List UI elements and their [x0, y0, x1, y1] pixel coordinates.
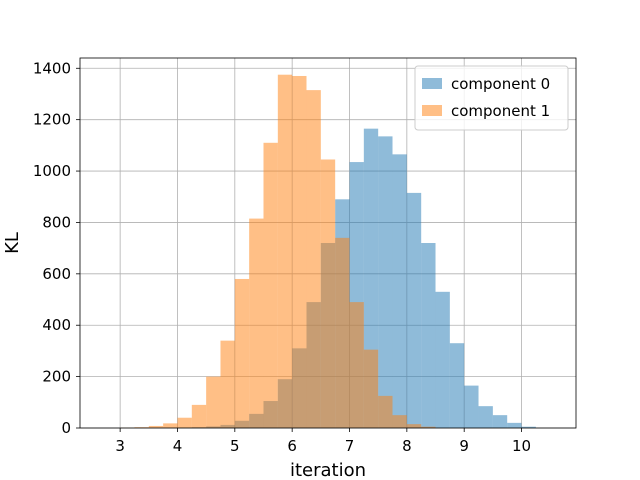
x-tick-label: 5 — [230, 437, 240, 455]
histogram-bar — [163, 423, 178, 428]
histogram-bar — [191, 404, 207, 428]
histogram-bar — [292, 75, 307, 428]
legend-swatch — [422, 78, 442, 89]
y-tick-label: 0 — [61, 419, 71, 437]
x-axis-label: iteration — [290, 460, 366, 480]
histogram-bar — [449, 343, 465, 428]
histogram-bar — [521, 426, 536, 428]
x-tick-label: 3 — [115, 437, 125, 455]
histogram-bar — [464, 385, 479, 428]
legend: component 0 component 1 — [414, 65, 569, 131]
y-axis-label: KL — [2, 232, 23, 254]
histogram-bar — [306, 90, 321, 429]
x-tick-label: 6 — [287, 437, 297, 455]
histogram-bar — [478, 406, 493, 428]
plot-frame — [79, 57, 577, 429]
y-tick-label: 200 — [42, 368, 71, 386]
y-tick-label: 1000 — [33, 162, 71, 180]
histogram-bar — [492, 415, 508, 428]
histogram-bar — [507, 422, 522, 428]
x-tick-label: 10 — [512, 437, 531, 455]
histogram-bar — [249, 218, 264, 428]
x-tick-label: 8 — [402, 437, 412, 455]
x-tick-label: 4 — [173, 437, 183, 455]
y-tick-label: 1400 — [33, 59, 71, 77]
histogram-bar — [277, 74, 293, 428]
histogram-bar — [406, 424, 422, 428]
series-1-bars — [120, 74, 436, 429]
histogram-bar — [206, 376, 221, 428]
histogram-bar — [177, 417, 192, 428]
y-tick-label: 1200 — [33, 111, 71, 129]
y-tick-label: 800 — [42, 213, 71, 231]
histogram-bar — [234, 278, 250, 428]
histogram-bar — [220, 340, 235, 428]
histogram-bar — [335, 237, 350, 428]
legend-label: component 1 — [451, 102, 550, 120]
legend-label: component 0 — [451, 75, 550, 93]
histogram-bar — [349, 302, 364, 428]
histogram-bar — [320, 159, 336, 429]
histogram-bar — [435, 291, 450, 428]
x-tick-label: 7 — [345, 437, 355, 455]
y-tick-label: 400 — [42, 316, 71, 334]
histogram-bar — [263, 142, 278, 428]
histogram-bar — [392, 415, 407, 428]
histogram-bar — [421, 426, 436, 428]
histogram-bar — [392, 154, 407, 428]
legend-box — [414, 65, 569, 131]
y-tick-label: 600 — [42, 265, 71, 283]
histogram-bar — [406, 192, 422, 428]
histogram-bar — [148, 425, 164, 428]
legend-swatch — [422, 105, 442, 116]
bars-layer — [120, 74, 536, 429]
histogram-bar — [378, 395, 393, 428]
histogram-bar — [421, 243, 436, 428]
ticks-layer: 3 4 5 6 7 8 9 10 0 200 400 600 800 1000 1200 1400 — [33, 59, 531, 455]
histogram-bar — [363, 349, 379, 428]
x-tick-label: 9 — [459, 437, 469, 455]
histogram-bar — [378, 136, 393, 429]
